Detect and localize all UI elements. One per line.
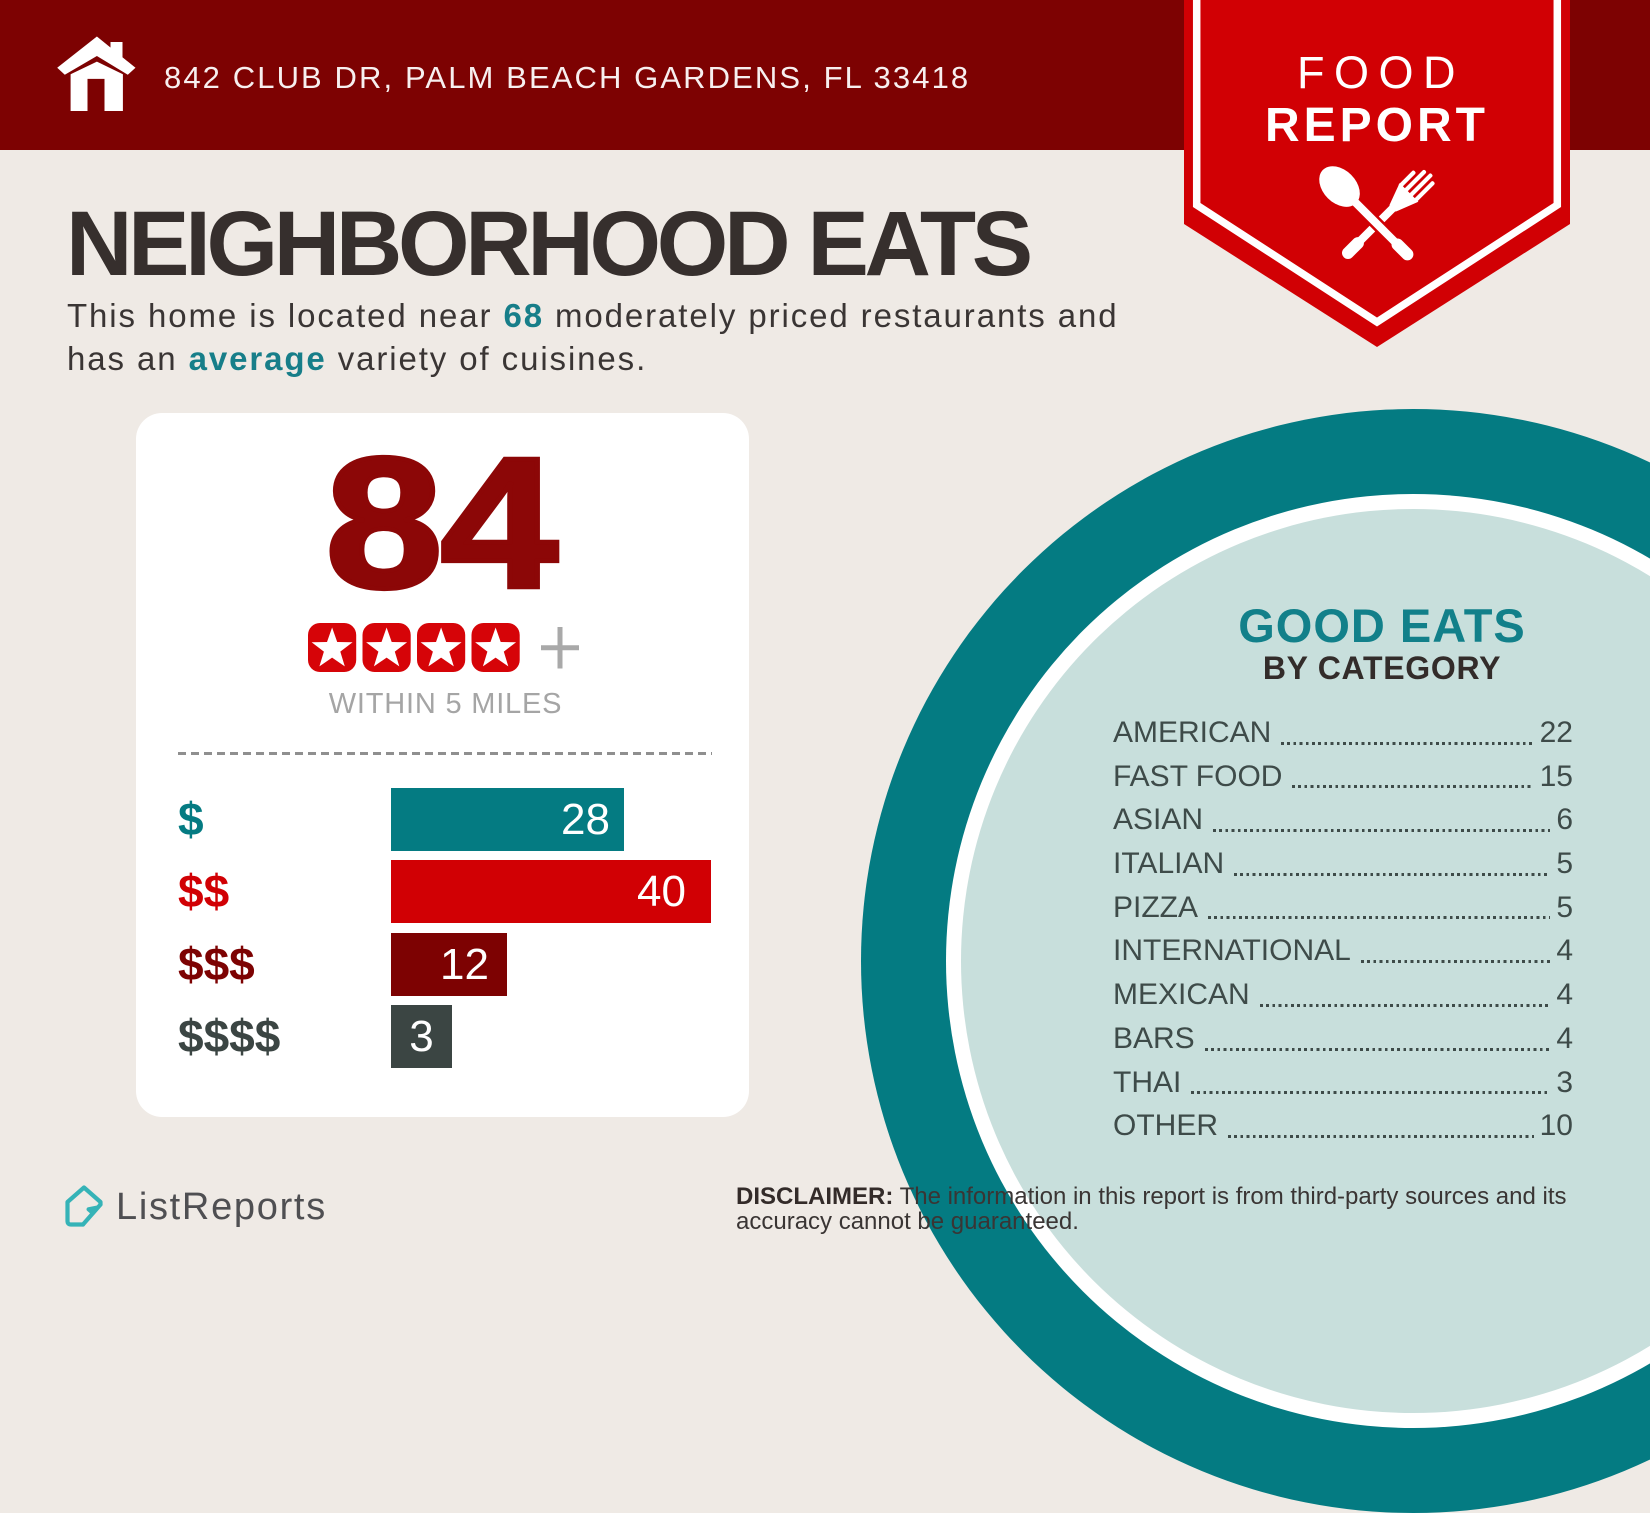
svg-text:REPORT: REPORT bbox=[1265, 99, 1489, 152]
svg-text:FOOD: FOOD bbox=[1297, 47, 1465, 98]
